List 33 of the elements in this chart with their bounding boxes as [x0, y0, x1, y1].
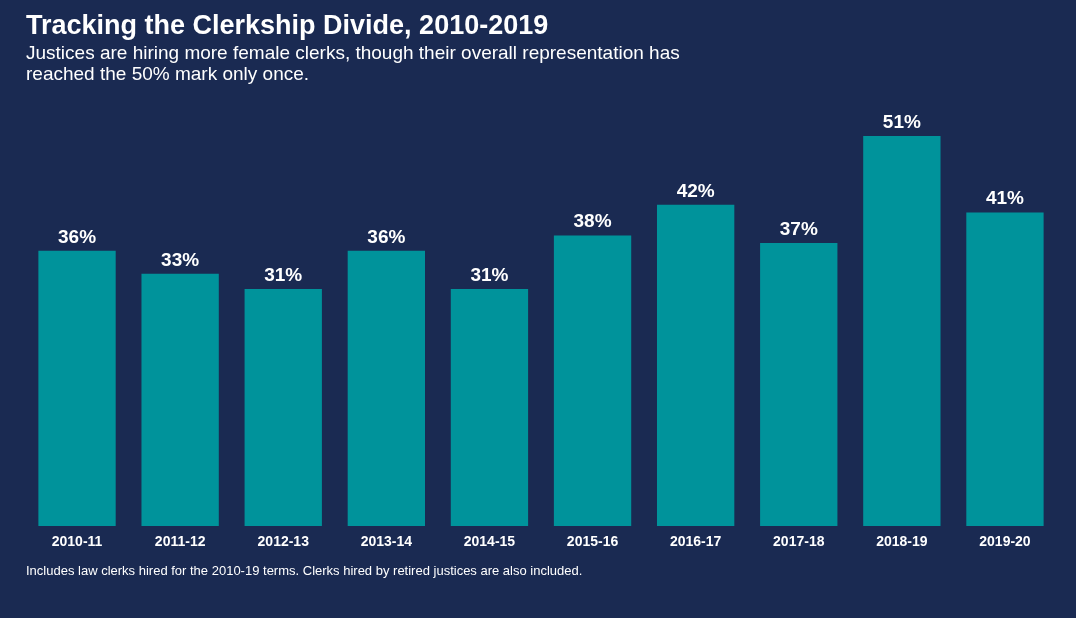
x-tick-label: 2011-12 [154, 532, 206, 549]
chart-title: Tracking the Clerkship Divide, 2010-2019 [26, 10, 549, 40]
data-label: 51% [882, 111, 921, 132]
x-tick-label: 2012-13 [257, 532, 310, 549]
data-label: 38% [573, 210, 612, 232]
x-tick-label: 2017-18 [773, 532, 825, 549]
chart-subtitle: Justices are hiring more female clerks, though their overall representation has reached the 50% mark only once. [26, 42, 680, 84]
data-label: 41% [985, 187, 1025, 209]
x-tick-label: 2014-15 [463, 532, 516, 549]
x-tick-label: 2019-20 [979, 532, 1031, 549]
bar [347, 250, 426, 526]
bar [863, 136, 941, 526]
x-tick-label: 2016-17 [669, 532, 722, 549]
bar [760, 243, 838, 526]
bar [966, 212, 1044, 526]
data-label: 42% [676, 179, 715, 201]
bar [553, 235, 632, 526]
data-label: 37% [779, 218, 818, 240]
data-label: 31% [264, 263, 303, 285]
bar [244, 288, 322, 526]
bar [141, 273, 219, 526]
data-label: 33% [161, 248, 200, 270]
text: Includes law clerks hired for the 2010-19 terms. Clerks hired by retired justices are also included. [26, 563, 583, 578]
x-tick-label: 2013-14 [360, 532, 413, 549]
bar [38, 250, 116, 526]
data-label: 31% [470, 263, 509, 285]
x-tick-label: 2010-11 [51, 532, 103, 549]
bar [656, 204, 735, 526]
x-tick-label: 2018-19 [876, 532, 928, 549]
bar [450, 288, 529, 526]
x-tick-label: 2015-16 [566, 532, 619, 549]
data-label: 36% [367, 225, 406, 247]
data-label: 36% [58, 225, 97, 247]
